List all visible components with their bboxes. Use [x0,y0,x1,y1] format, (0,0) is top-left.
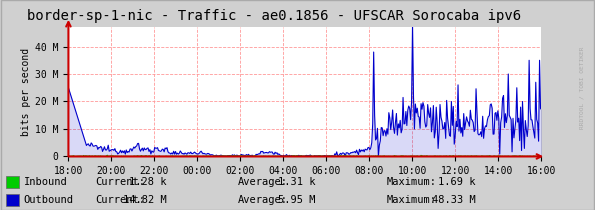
Text: Maximum:: Maximum: [387,195,437,205]
Text: 1.31 k: 1.31 k [278,177,315,187]
Text: RRDTOOL / TOBI OETIKER: RRDTOOL / TOBI OETIKER [580,47,584,129]
Text: 5.95 M: 5.95 M [278,195,315,205]
Text: Inbound: Inbound [24,177,68,187]
Text: Average:: Average: [238,195,288,205]
Text: Current:: Current: [95,177,145,187]
Text: 1.28 k: 1.28 k [129,177,167,187]
Y-axis label: bits per second: bits per second [21,48,31,136]
Text: Outbound: Outbound [24,195,74,205]
Text: 48.33 M: 48.33 M [432,195,476,205]
Text: Current:: Current: [95,195,145,205]
Text: 1.69 k: 1.69 k [439,177,476,187]
Text: 14.82 M: 14.82 M [123,195,167,205]
Text: Maximum:: Maximum: [387,177,437,187]
Text: Average:: Average: [238,177,288,187]
Text: border-sp-1-nic - Traffic - ae0.1856 - UFSCAR Sorocaba ipv6: border-sp-1-nic - Traffic - ae0.1856 - U… [27,9,521,24]
